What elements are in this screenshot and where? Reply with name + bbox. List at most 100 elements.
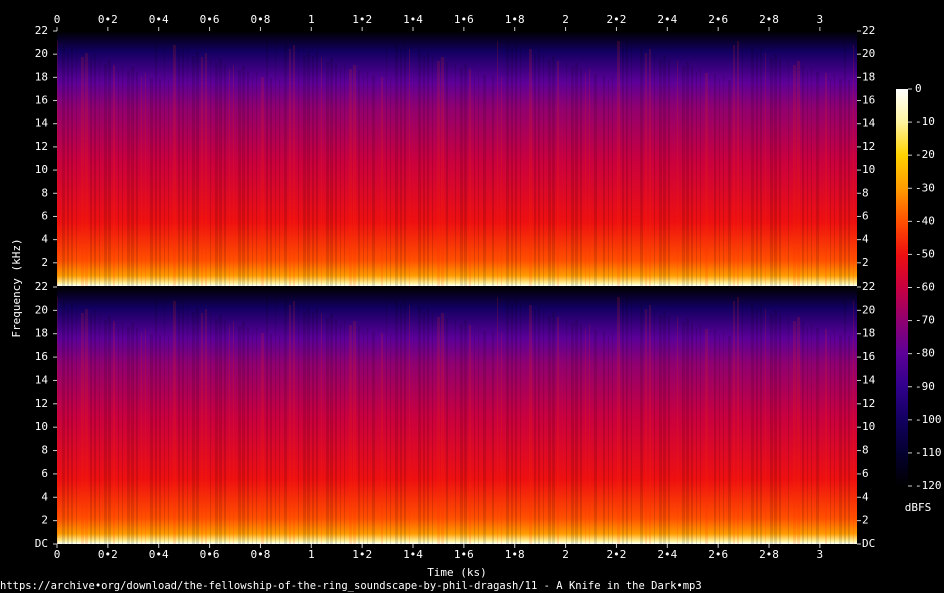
texture [622,302,624,544]
texture [330,58,333,286]
y-tick-label-right: 20 [862,47,875,60]
texture [797,317,800,544]
texture [155,299,157,544]
y-tick-label: 18 [35,327,48,340]
texture [242,66,245,286]
texture [760,48,762,286]
texture [353,321,356,544]
texture [326,318,329,544]
texture [187,51,188,286]
texture [316,308,318,544]
texture [594,330,597,544]
texture [113,65,115,286]
y-tick-label-right: 14 [862,117,876,130]
y-tick-label: 8 [41,186,48,199]
x-tick-label-top: 0•6 [200,13,220,26]
texture [182,46,184,286]
texture [238,326,241,544]
texture [307,307,310,544]
texture [145,73,146,286]
texture [483,75,486,286]
y-tick-label-right: 6 [862,467,869,480]
texture [210,58,211,286]
texture [566,318,567,544]
texture [303,55,306,286]
colorbar-tick-label: -110 [915,446,942,459]
texture [182,302,184,544]
texture [626,298,628,544]
texture [543,55,544,286]
texture [395,43,398,286]
texture [779,315,781,544]
texture [62,302,65,544]
texture [335,319,337,544]
colorbar-tick-label: -50 [915,247,935,260]
texture [816,328,819,544]
texture [141,77,142,286]
texture [626,42,628,286]
texture [409,49,410,286]
texture [691,323,693,544]
y-tick-label-right: 18 [862,70,875,83]
x-tick-label-top: 2 [562,13,569,26]
texture [589,325,590,544]
texture [580,324,582,544]
texture [62,46,65,286]
y-tick-label: 22 [35,24,48,37]
x-tick-label: 1 [308,548,315,561]
texture [682,66,685,286]
texture [797,61,800,286]
texture [358,326,360,544]
texture [779,59,781,286]
texture [631,303,632,544]
x-tick-label-top: 2•2 [607,13,627,26]
texture [723,75,724,286]
texture [534,54,536,286]
texture [141,333,142,544]
texture [834,330,835,544]
texture [612,332,613,544]
texture [136,72,138,286]
texture [464,320,467,544]
y-tick-label-right: 4 [862,490,869,503]
texture [67,51,69,286]
y-tick-label: 12 [35,397,48,410]
texture [71,303,73,544]
texture [793,65,796,286]
texture [668,60,670,286]
texture [321,57,322,286]
texture [765,309,766,544]
texture [229,69,230,286]
y-tick-label-right: 8 [862,186,869,199]
x-tick-label-top: 1•8 [505,13,525,26]
y-tick-label-right: 16 [862,350,875,363]
texture [552,312,555,544]
y-tick-label-right: 4 [862,233,869,246]
texture [427,51,429,286]
texture [261,333,264,544]
y-tick-label-right: 2 [862,256,869,269]
y-tick-label-right: 16 [862,94,875,107]
texture [811,67,812,286]
texture [714,74,716,286]
x-tick-label-top: 2•8 [759,13,779,26]
texture [404,300,406,544]
x-tick-label: 2 [562,548,569,561]
texture [215,63,218,286]
texture [437,317,440,544]
texture [381,333,383,544]
colorbar-tick-label: -100 [915,413,942,426]
texture [696,72,697,286]
x-tick-label-top: 1 [308,13,315,26]
texture [118,70,119,286]
texture [437,61,440,286]
texture [788,60,789,286]
texture [432,312,433,544]
texture [127,71,130,286]
texture [266,42,268,286]
texture [529,305,532,544]
texture [506,42,509,286]
texture [159,79,161,286]
texture [742,46,743,286]
